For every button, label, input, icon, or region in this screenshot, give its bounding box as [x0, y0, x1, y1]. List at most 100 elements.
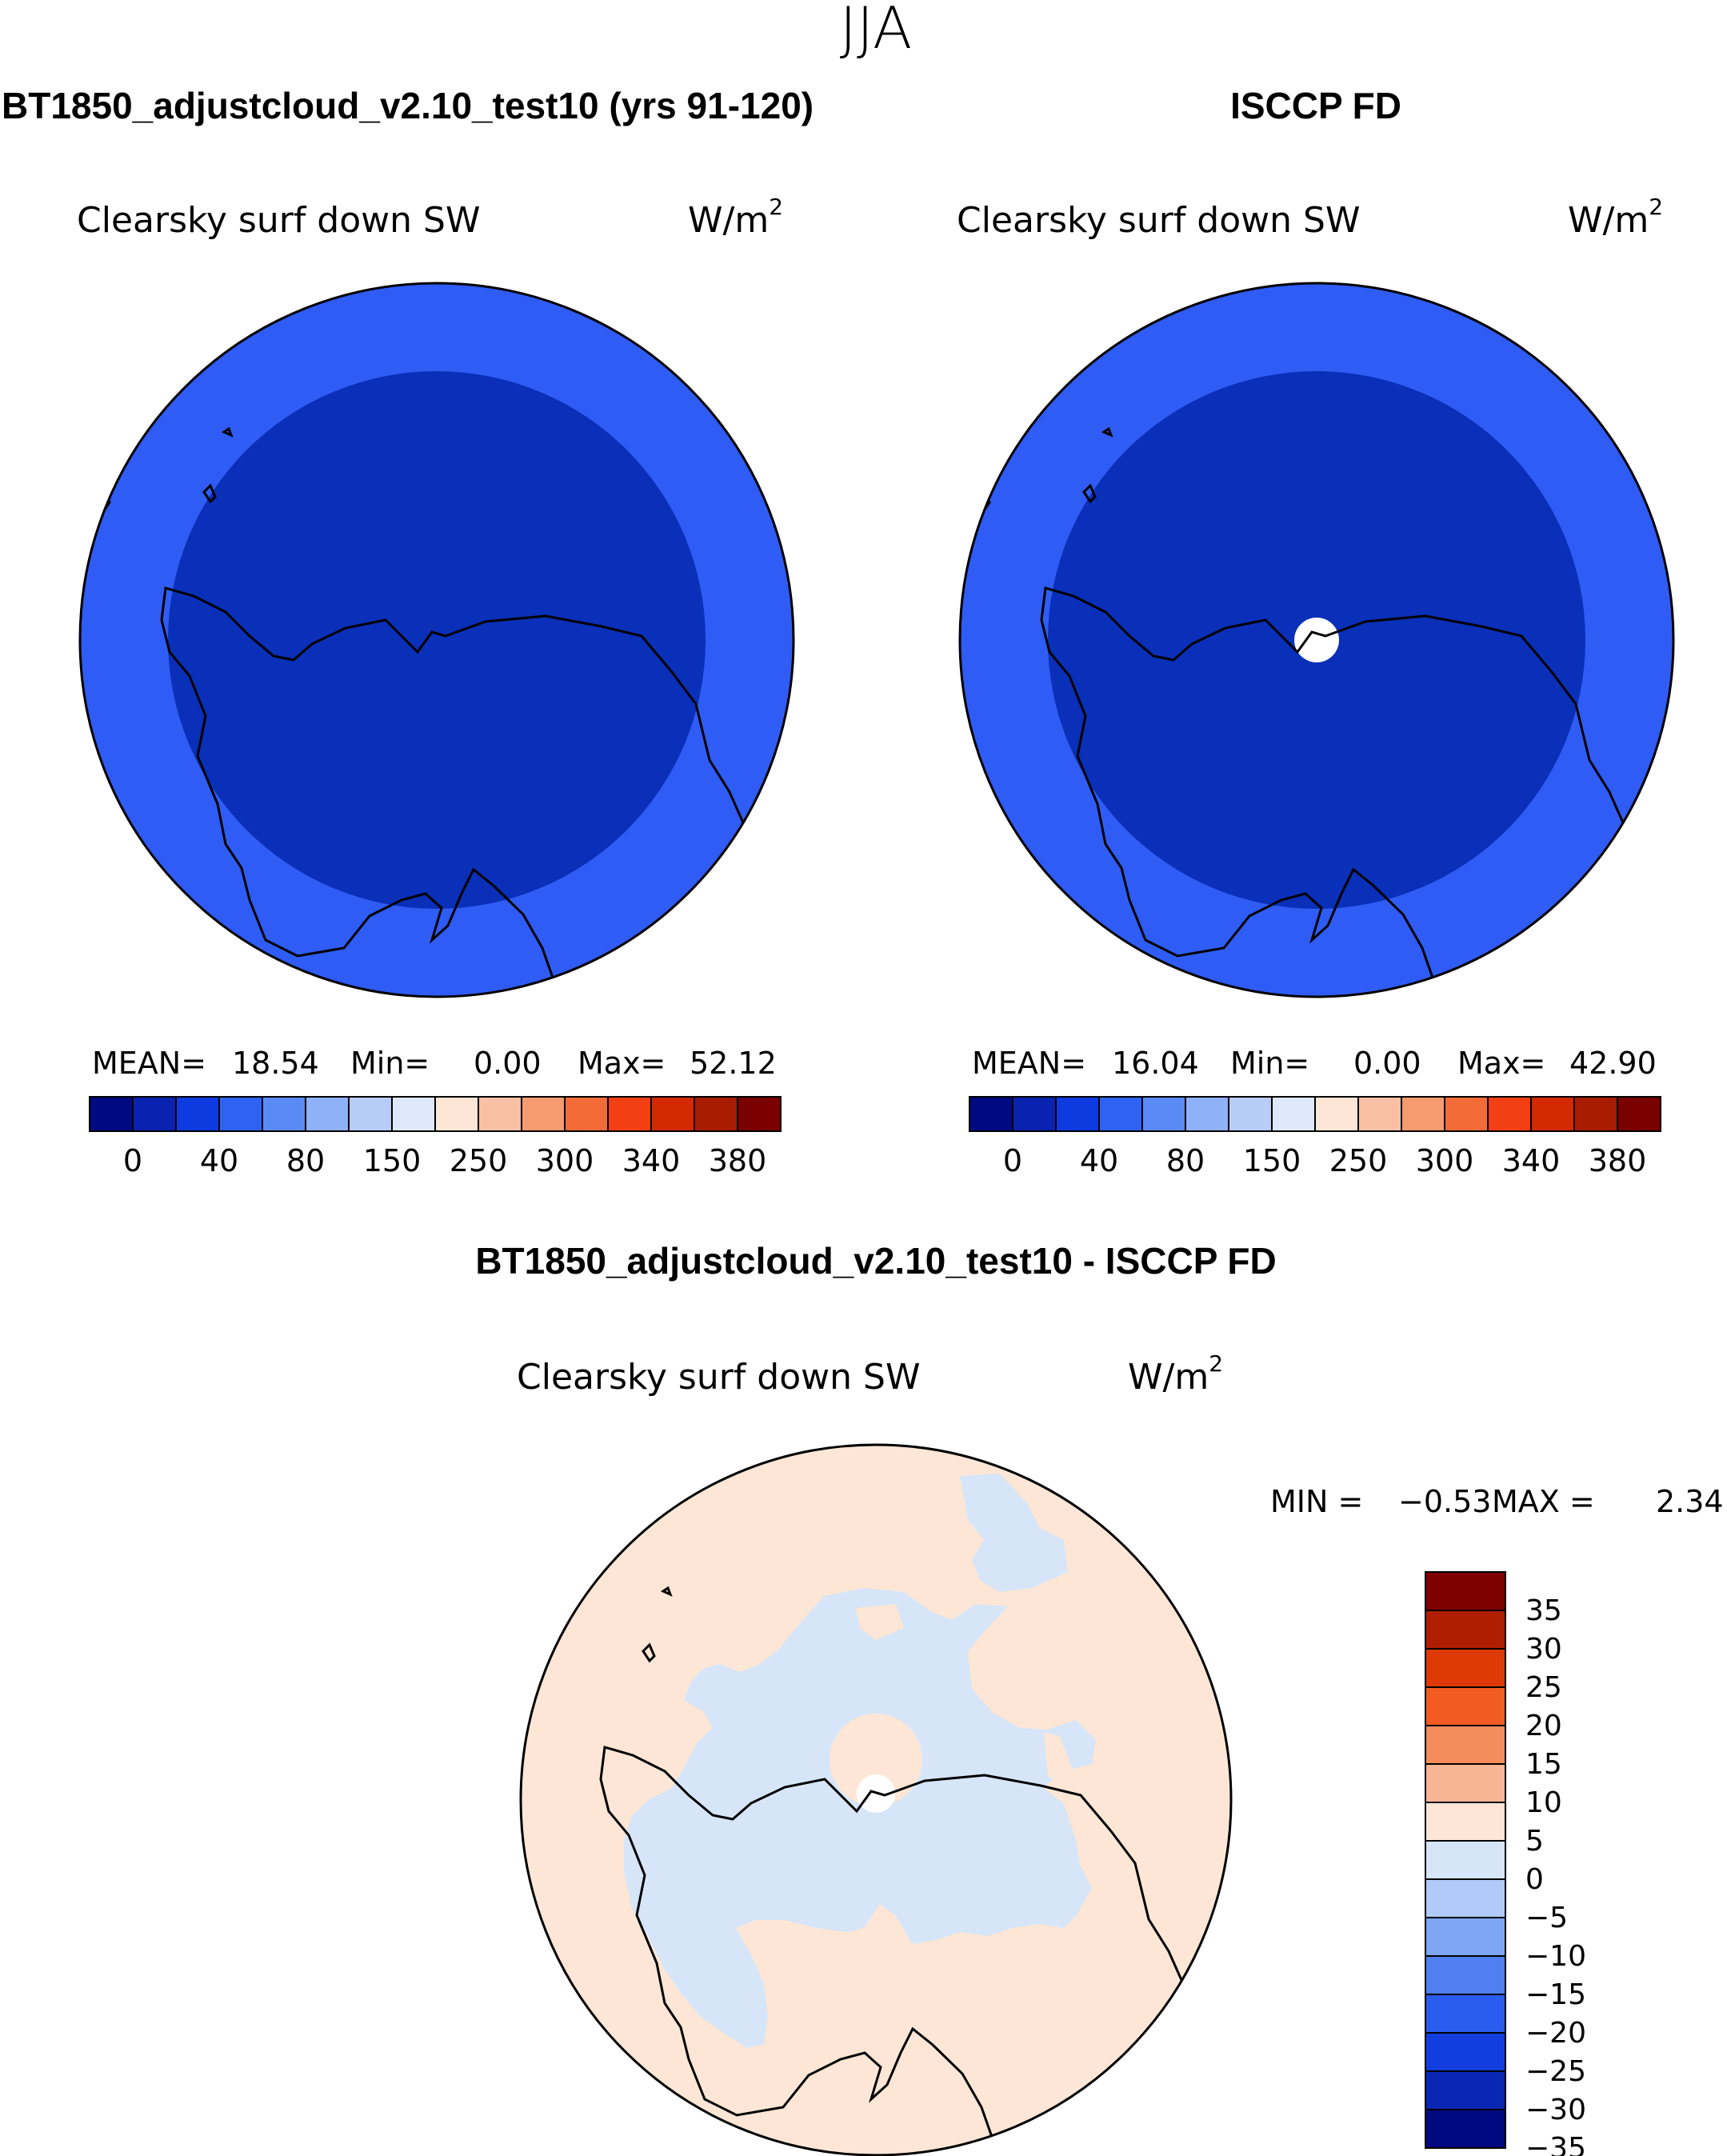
colorbar-tick-label: −5	[1525, 1902, 1568, 1934]
colorbar-tick-label: 340	[1502, 1143, 1561, 1178]
colorbar-segment	[607, 1096, 652, 1132]
colorbar-tick-label: 30	[1525, 1633, 1562, 1666]
colorbar-segment	[218, 1096, 263, 1132]
colorbar-segment	[391, 1096, 436, 1132]
polar-map	[521, 1445, 1231, 2155]
panel-model: BT1850_adjustcloud_v2.10_test10 (yrs 91-…	[2, 85, 814, 1178]
colorbar-tick-label: 0	[123, 1143, 142, 1178]
max-value: 52.12	[690, 1046, 777, 1081]
colorbar-tick-label: 0	[1525, 1863, 1544, 1896]
colorbar-segment	[1425, 1648, 1506, 1688]
colorbar-segment	[1425, 1917, 1506, 1957]
max-label: Max=	[578, 1046, 666, 1081]
colorbar-segment	[1141, 1096, 1186, 1132]
inner-zone	[168, 371, 706, 909]
colorbar-segment	[1425, 1994, 1506, 2034]
panel-title: BT1850_adjustcloud_v2.10_test10 (yrs 91-…	[2, 85, 814, 126]
max-label: Max=	[1457, 1046, 1545, 1081]
max-value: 2.34	[1656, 1484, 1724, 1519]
colorbar-tick-label: 300	[1416, 1143, 1474, 1178]
colorbar-segment	[478, 1096, 522, 1132]
max-value: 42.90	[1569, 1046, 1657, 1081]
colorbar: 35 30 25 20 15 10 5 0 −5 −10 −15 −20 −25 −30 −35	[1425, 1571, 1586, 2156]
colorbar-tick-label: 250	[1329, 1143, 1388, 1178]
colorbar-segment	[1617, 1096, 1661, 1132]
map-border	[519, 1443, 1233, 2156]
units-label: W/m2	[1128, 1350, 1223, 1398]
colorbar-segment	[1357, 1096, 1402, 1132]
mean-value: 18.54	[232, 1046, 319, 1081]
colorbar-tick-label: −15	[1525, 1978, 1586, 2011]
colorbar-segment	[1425, 2032, 1506, 2072]
colorbar-tick-label: 340	[622, 1143, 681, 1178]
colorbar-segment	[305, 1096, 350, 1132]
min-value: 0.00	[474, 1046, 542, 1081]
season-label: JJA	[840, 0, 912, 62]
variable-label: Clearsky surf down SW	[77, 200, 480, 241]
colorbar-segment	[694, 1096, 738, 1132]
positive-patch	[856, 1604, 1072, 1784]
variable-label: Clearsky surf down SW	[517, 1357, 920, 1398]
colorbar-segment	[1055, 1096, 1100, 1132]
colorbar-segment	[1487, 1096, 1532, 1132]
max-label: MAX =	[1492, 1484, 1595, 1519]
colorbar-tick-label: 380	[1589, 1143, 1647, 1178]
colorbar-tick-label: 250	[450, 1143, 508, 1178]
colorbar-segment	[1425, 2109, 1506, 2149]
colorbar-segment	[1314, 1096, 1359, 1132]
colorbar-segment	[262, 1096, 306, 1132]
colorbar-segment	[521, 1096, 566, 1132]
variable-label: Clearsky surf down SW	[957, 200, 1360, 241]
colorbar-tick-label: 80	[1166, 1143, 1205, 1178]
colorbar-segment	[1401, 1096, 1445, 1132]
colorbar: 0 40 80 150 250 300 340 380	[89, 1096, 782, 1178]
colorbar-segment	[132, 1096, 177, 1132]
map-border	[958, 282, 1675, 998]
mean-label: MEAN=	[92, 1046, 206, 1081]
colorbar-segment	[434, 1096, 479, 1132]
colorbar-tick-label: 300	[536, 1143, 594, 1178]
units-label: W/m2	[688, 194, 783, 241]
colorbar-tick-label: 35	[1525, 1594, 1562, 1627]
colorbar-tick-label: −20	[1525, 2017, 1586, 2050]
colorbar-tick-label: 0	[1003, 1143, 1022, 1178]
colorbar-segment	[1098, 1096, 1143, 1132]
colorbar-segment	[1185, 1096, 1229, 1132]
colorbar-tick-label: −10	[1525, 1940, 1586, 1973]
mean-label: MEAN=	[972, 1046, 1086, 1081]
colorbar-segment	[650, 1096, 695, 1132]
colorbar: 0 40 80 150 250 300 340 380	[969, 1096, 1661, 1178]
colorbar-segment	[1425, 1763, 1506, 1803]
min-label: Min=	[350, 1046, 430, 1081]
colorbar-tick-label: 40	[200, 1143, 238, 1178]
colorbar-tick-label: −30	[1525, 2094, 1586, 2126]
positive-anomaly-ring	[830, 1714, 922, 1806]
colorbar-tick-label: −35	[1525, 2132, 1586, 2156]
colorbar-segment	[1444, 1096, 1489, 1132]
mean-value: 16.04	[1112, 1046, 1199, 1081]
colorbar-segment	[1425, 1840, 1506, 1880]
colorbar-segment	[1425, 1878, 1506, 1918]
map-border	[78, 282, 795, 998]
colorbar-segment	[564, 1096, 609, 1132]
panel-title: ISCCP FD	[1230, 85, 1401, 126]
colorbar-tick-label: 20	[1525, 1710, 1562, 1742]
colorbar-segment	[1573, 1096, 1618, 1132]
colorbar-segment	[1425, 2070, 1506, 2110]
colorbar-tick-label: 150	[363, 1143, 422, 1178]
colorbar-segment	[969, 1096, 1013, 1132]
colorbar-tick-label: 80	[286, 1143, 325, 1178]
colorbar-tick-label: 10	[1525, 1786, 1562, 1819]
min-value: 0.00	[1353, 1046, 1421, 1081]
colorbar-segment	[1425, 1955, 1506, 1995]
panel-title: BT1850_adjustcloud_v2.10_test10 - ISCCP …	[475, 1240, 1276, 1282]
polar-map	[960, 283, 1673, 997]
polar-map	[80, 283, 794, 997]
colorbar-segment	[175, 1096, 220, 1132]
panel-observation: ISCCP FD Clearsky surf down SW W/m2 MEAN…	[957, 85, 1675, 1178]
colorbar-segment	[1425, 1610, 1506, 1650]
colorbar-tick-label: −25	[1525, 2055, 1586, 2088]
panel-difference: BT1850_adjustcloud_v2.10_test10 - ISCCP …	[475, 1240, 1724, 2156]
colorbar-segment	[1425, 1686, 1506, 1726]
